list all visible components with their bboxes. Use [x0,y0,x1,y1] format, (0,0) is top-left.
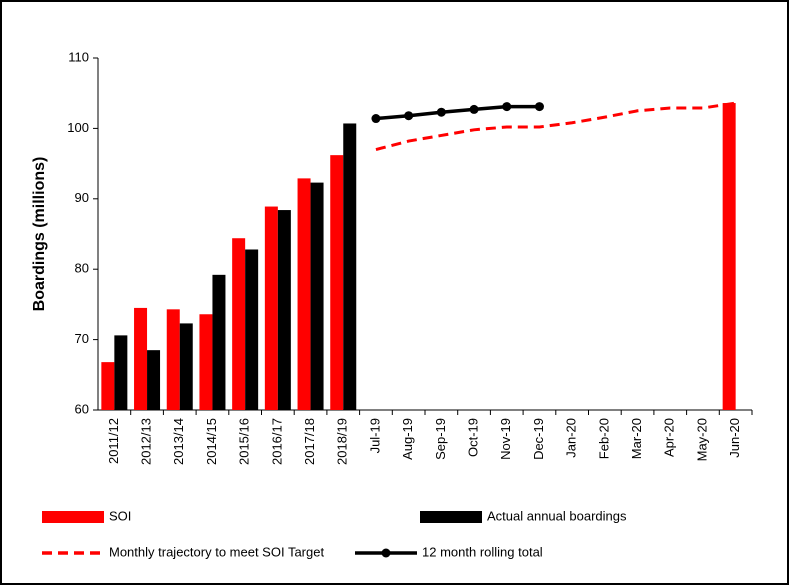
x-tick-label: May-20 [694,418,709,461]
bar [310,182,324,410]
bar [114,335,128,410]
x-tick-label: 2018/19 [335,418,350,465]
y-tick-label: 110 [68,49,89,64]
x-tick-label: Sep-19 [433,418,448,460]
bar [245,249,259,410]
x-tick-label: Jan-20 [564,418,579,458]
y-axis-label: Boardings (millions) [31,157,48,312]
y-tick-label: 80 [75,261,89,276]
bar [277,210,291,410]
bar [343,123,357,411]
line [375,104,540,121]
line-marker [469,104,479,114]
y-tick-label: 70 [75,331,89,346]
bar [722,103,736,410]
bar [199,314,213,410]
y-tick-label: 60 [75,401,89,416]
line-marker [404,111,414,121]
x-tick-label: Dec-19 [531,418,546,460]
bar [147,350,161,410]
x-tick-label: 2015/16 [237,418,252,465]
legend-label: SOI [109,508,131,523]
legend-label: Monthly trajectory to meet SOI Target [109,544,324,559]
bar [297,178,311,410]
bar [134,307,148,410]
line-marker [502,102,512,112]
x-tick-label: Mar-20 [629,418,644,459]
x-tick-label: 2016/17 [269,418,284,465]
y-tick-label: 90 [75,190,89,205]
bar [179,323,193,410]
bar [212,274,226,410]
line-marker [534,102,544,112]
x-tick-label: Feb-20 [596,418,611,459]
legend-swatch [42,511,104,523]
legend-marker [381,548,391,558]
legend-label: 12 month rolling total [422,544,543,559]
line-marker [436,107,446,117]
x-tick-label: Oct-19 [465,418,480,457]
legend-label: Actual annual boardings [487,508,627,523]
legend-swatch [420,511,482,523]
x-tick-label: 2014/15 [204,418,219,465]
x-tick-label: Jun-20 [727,418,742,458]
bar [166,309,180,410]
bar [101,362,115,410]
x-tick-label: Nov-19 [498,418,513,460]
bar [330,155,344,410]
x-tick-label: Jul-19 [367,418,382,453]
x-tick-label: Aug-19 [400,418,415,460]
x-tick-label: 2013/14 [171,418,186,465]
bar [264,206,278,410]
x-tick-label: Apr-20 [662,418,677,457]
x-tick-label: 2011/12 [106,418,121,464]
bar [232,238,246,410]
x-tick-label: 2012/13 [138,418,153,465]
line-marker [371,114,381,124]
y-tick-label: 100 [67,120,89,135]
x-tick-label: 2017/18 [302,418,317,465]
line [375,101,736,151]
